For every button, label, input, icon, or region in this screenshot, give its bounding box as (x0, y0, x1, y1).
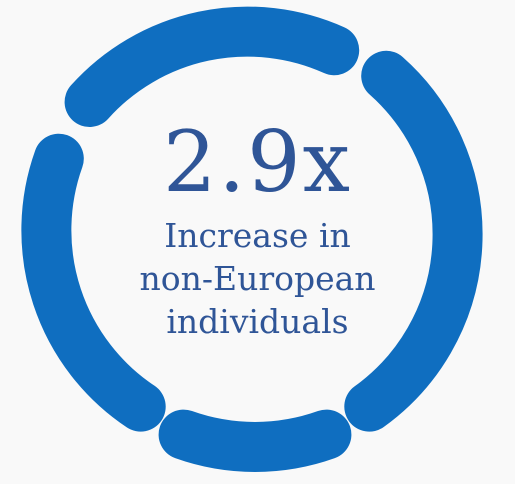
stat-caption: Increase in non-European individuals (0, 214, 515, 343)
ring-segment-top-left (64, 6, 360, 127)
ring-segment-left (21, 133, 166, 432)
stat-value: 2.9x (163, 113, 352, 211)
caption-line: Increase in (164, 216, 351, 255)
ring-segment-right (344, 50, 483, 432)
caption-line: individuals (166, 302, 349, 341)
ring-segment-bottom (158, 409, 352, 472)
caption-line: non-European (139, 259, 376, 298)
